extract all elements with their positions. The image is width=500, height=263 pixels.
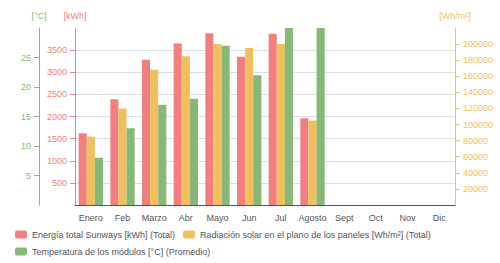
svg-text:20000: 20000 <box>463 184 488 194</box>
svg-text:140000: 140000 <box>463 87 493 97</box>
svg-text:1000: 1000 <box>47 156 67 166</box>
svg-text:Jun: Jun <box>242 213 257 223</box>
svg-text:100000: 100000 <box>463 120 493 130</box>
svg-text:3000: 3000 <box>47 67 67 77</box>
svg-text:80000: 80000 <box>463 136 488 146</box>
svg-text:10: 10 <box>21 141 31 151</box>
svg-text:Agosto: Agosto <box>298 213 326 223</box>
svg-text:Temperatura de los módulos [°C: Temperatura de los módulos [°C] (Promedi… <box>32 247 210 257</box>
svg-text:[kWh]: [kWh] <box>63 11 86 21</box>
svg-text:Jul: Jul <box>275 213 287 223</box>
svg-text:Sept: Sept <box>335 213 354 223</box>
svg-text:60000: 60000 <box>463 152 488 162</box>
svg-text:Dic: Dic <box>433 213 446 223</box>
svg-text:[Wh/m²]: [Wh/m²] <box>439 11 471 21</box>
svg-text:180000: 180000 <box>463 55 493 65</box>
svg-text:Marzo: Marzo <box>142 213 167 223</box>
svg-text:15: 15 <box>21 112 31 122</box>
svg-text:5: 5 <box>26 171 31 181</box>
svg-text:160000: 160000 <box>463 71 493 81</box>
svg-text:Abr: Abr <box>179 213 193 223</box>
svg-text:Feb: Feb <box>115 213 131 223</box>
svg-text:Nov: Nov <box>399 213 416 223</box>
svg-text:Oct: Oct <box>369 213 384 223</box>
svg-text:Enero: Enero <box>79 213 103 223</box>
svg-text:2000: 2000 <box>47 112 67 122</box>
svg-text:120000: 120000 <box>463 103 493 113</box>
svg-text:3500: 3500 <box>47 45 67 55</box>
svg-text:Mayo: Mayo <box>206 213 228 223</box>
svg-text:[°C]: [°C] <box>31 11 46 21</box>
svg-text:200000: 200000 <box>463 39 493 49</box>
svg-text:1500: 1500 <box>47 134 67 144</box>
svg-text:2500: 2500 <box>47 89 67 99</box>
svg-text:40000: 40000 <box>463 168 488 178</box>
svg-text:20: 20 <box>21 82 31 92</box>
svg-text:Radiación solar en el plano de: Radiación solar en el plano de los panel… <box>200 230 431 240</box>
svg-text:25: 25 <box>21 53 31 63</box>
svg-text:500: 500 <box>52 178 67 188</box>
svg-text:Energía total Sunways [kWh] (T: Energía total Sunways [kWh] (Total) <box>32 230 175 240</box>
